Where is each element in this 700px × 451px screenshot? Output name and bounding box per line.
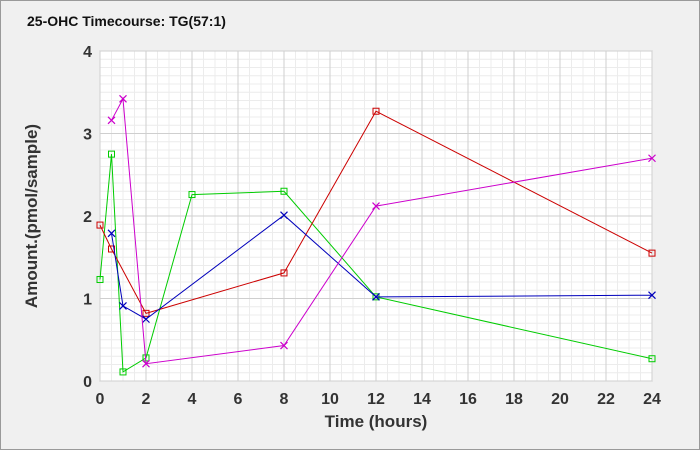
x-tick-label: 22 xyxy=(597,391,615,408)
x-tick-label: 16 xyxy=(459,391,477,408)
data-point xyxy=(96,221,104,229)
series-3 xyxy=(107,211,656,324)
data-point xyxy=(108,245,115,253)
data-point xyxy=(648,249,656,257)
x-tick-label: 0 xyxy=(96,391,105,408)
x-tick-label: 18 xyxy=(505,391,523,408)
data-point xyxy=(372,292,380,301)
x-tick-label: 10 xyxy=(321,391,339,408)
x-axis-ticks: 0 2 4 6 8 10 12 14 16 18 20 22 24 xyxy=(96,391,661,408)
y-tick-label: 0 xyxy=(83,374,92,391)
data-point xyxy=(372,202,380,211)
data-point xyxy=(119,302,127,310)
data-point xyxy=(142,315,150,324)
data-point xyxy=(119,94,127,103)
y-axis-ticks: 0 1 2 3 4 xyxy=(83,44,92,391)
series-4 xyxy=(107,94,656,368)
x-tick-label: 24 xyxy=(643,391,661,408)
series-line xyxy=(99,110,653,314)
data-point xyxy=(648,291,656,300)
x-tick-label: 12 xyxy=(367,391,385,408)
x-tick-label: 6 xyxy=(234,391,243,408)
data-point xyxy=(280,187,288,195)
x-tick-label: 14 xyxy=(413,391,431,408)
y-tick-label: 1 xyxy=(83,292,92,309)
data-point xyxy=(648,355,656,363)
data-point xyxy=(280,341,288,350)
y-tick-label: 2 xyxy=(83,209,92,226)
series-line xyxy=(111,97,653,365)
data-point xyxy=(280,211,288,220)
series-line xyxy=(99,154,653,373)
major-grid xyxy=(99,50,653,382)
data-point xyxy=(648,154,656,163)
data-point xyxy=(142,309,150,317)
x-axis-title: Time (hours) xyxy=(325,412,428,431)
y-axis-title: Amount.(pmol/sample) xyxy=(22,124,41,308)
data-point xyxy=(142,359,150,368)
series-1 xyxy=(96,150,656,376)
data-point xyxy=(108,150,115,158)
x-tick-label: 2 xyxy=(142,391,151,408)
chart-title: 25-OHC Timecourse: TG(57:1) xyxy=(27,13,226,29)
data-point xyxy=(107,116,116,125)
y-tick-label: 3 xyxy=(83,127,92,144)
y-tick-label: 4 xyxy=(83,44,92,61)
x-tick-label: 8 xyxy=(280,391,289,408)
data-point xyxy=(119,368,127,376)
series-2 xyxy=(96,107,656,317)
data-point xyxy=(96,276,104,284)
x-tick-label: 4 xyxy=(188,391,197,408)
data-point xyxy=(372,107,380,115)
series-line xyxy=(111,214,653,320)
series-layer xyxy=(96,94,656,376)
data-point xyxy=(107,229,116,238)
x-tick-label: 20 xyxy=(551,391,569,408)
data-point xyxy=(280,269,288,277)
data-point xyxy=(188,191,196,199)
